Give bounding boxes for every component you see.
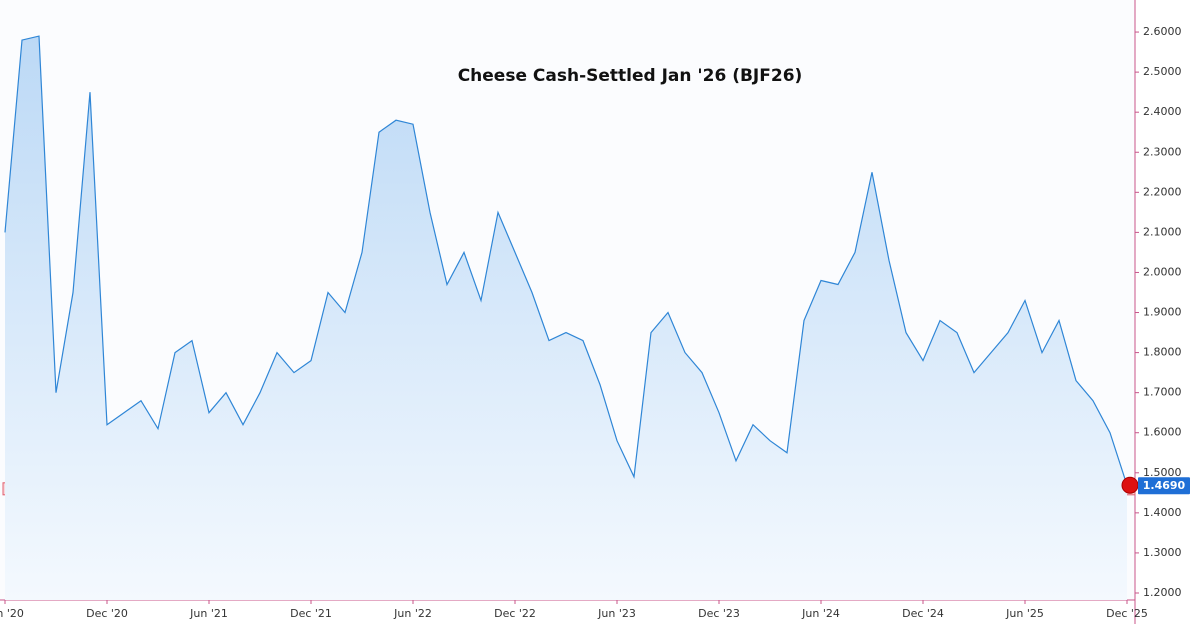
- y-tick-label: 2.5000: [1143, 65, 1182, 78]
- x-tick-label: Dec '22: [494, 607, 536, 620]
- y-tick-label: 1.3000: [1143, 546, 1182, 559]
- y-tick-label: 1.6000: [1143, 426, 1182, 439]
- price-label: 1.4690: [1143, 479, 1186, 492]
- y-tick-label: 1.7000: [1143, 386, 1182, 399]
- area: [5, 36, 1127, 601]
- x-tick-label: Jun '24: [801, 607, 840, 620]
- x-tick-label: Dec '24: [902, 607, 944, 620]
- x-tick-label: Jun '23: [597, 607, 636, 620]
- x-tick-label: Dec '21: [290, 607, 332, 620]
- x-tick-label: Jun '21: [189, 607, 228, 620]
- line: [4, 35, 1128, 486]
- last-price-dot: [1121, 476, 1139, 494]
- x-tick-label: Jun '22: [393, 607, 432, 620]
- x-tick-label: Dec '20: [86, 607, 128, 620]
- y-tick-label: 1.2000: [1143, 586, 1182, 599]
- x-tick-label: Jun '25: [1005, 607, 1044, 620]
- price-label-box: [1138, 477, 1190, 495]
- x-tick-label: Dec '23: [698, 607, 740, 620]
- y-tick-label: 2.2000: [1143, 185, 1182, 198]
- chart-title: Cheese Cash-Settled Jan '26 (BJF26): [458, 66, 803, 86]
- y-tick-label: 1.8000: [1143, 346, 1182, 359]
- y-tick-label: 1.5000: [1143, 466, 1182, 479]
- y-tick-label: 2.6000: [1143, 25, 1182, 38]
- y-tick-label: 2.1000: [1143, 225, 1182, 238]
- x-tick-label: Jun '20: [0, 607, 24, 620]
- y-tick-label: 1.4000: [1143, 506, 1182, 519]
- x-tick-label: Dec '25: [1106, 607, 1148, 620]
- y-tick-label: 2.3000: [1143, 145, 1182, 158]
- y-tick-label: 2.0000: [1143, 265, 1182, 278]
- y-tick-label: 1.9000: [1143, 306, 1182, 319]
- y-tick-label: 2.4000: [1143, 105, 1182, 118]
